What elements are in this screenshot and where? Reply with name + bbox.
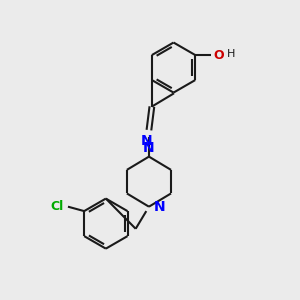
Text: N: N (141, 134, 152, 148)
Text: O: O (213, 49, 224, 62)
Text: H: H (227, 50, 235, 59)
Text: Cl: Cl (50, 200, 64, 213)
Text: N: N (154, 200, 166, 214)
Text: N: N (143, 141, 155, 155)
